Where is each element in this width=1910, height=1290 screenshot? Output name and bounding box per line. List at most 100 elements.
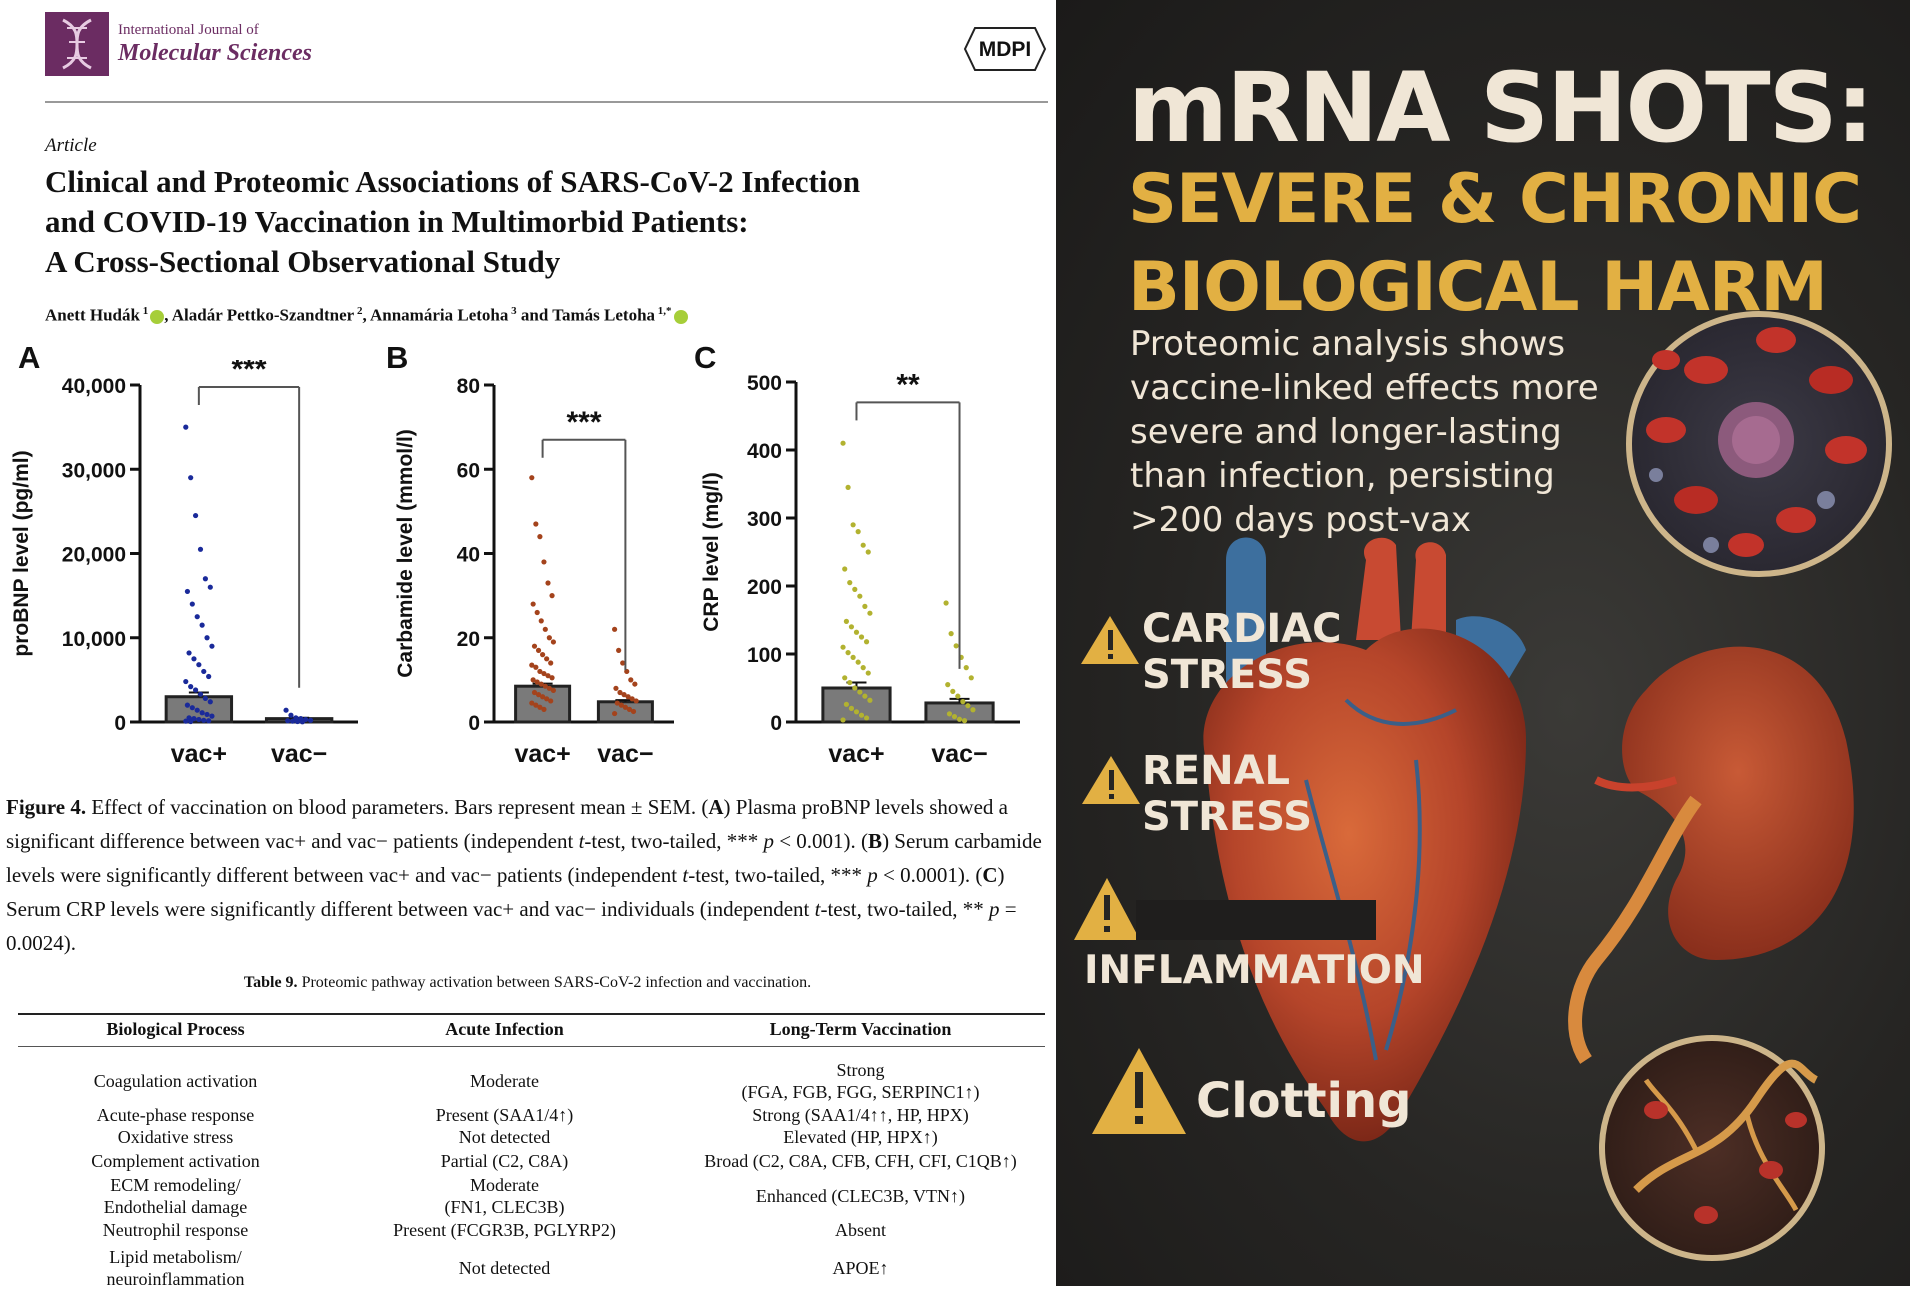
title-line: A Cross-Sectional Observational Study: [45, 244, 561, 279]
kidney-icon: [1568, 646, 1854, 1064]
data-point: [183, 718, 189, 724]
caption-text: Effect of vaccination on blood parameter…: [86, 795, 709, 819]
x-tick-label: vac−: [931, 740, 987, 768]
data-point: [629, 696, 635, 702]
table-caption-label: Table 9.: [243, 974, 298, 991]
data-point: [299, 719, 306, 725]
data-point: [199, 622, 205, 628]
poster-headline: mRNA SHOTS:: [1128, 52, 1874, 164]
data-point: [201, 668, 207, 675]
data-point: [184, 588, 191, 595]
data-point: [307, 717, 314, 723]
panel-label-b: B: [386, 340, 409, 375]
data-point: [541, 706, 547, 712]
data-point: [183, 678, 189, 685]
author-separator: and: [516, 305, 553, 325]
journal-logo: [45, 12, 109, 76]
data-point: [624, 668, 630, 675]
x-tick-label: vac+: [514, 740, 570, 768]
subheadline-line: SEVERE & CHRONIC: [1128, 160, 1862, 239]
y-tick-label: 0: [468, 712, 480, 735]
table-caption-text: Proteomic pathway activation between SAR…: [297, 974, 812, 991]
data-point: [540, 694, 546, 700]
data-point: [618, 702, 624, 708]
warning-icon: [1082, 756, 1140, 804]
data-point: [189, 705, 195, 711]
data-point: [632, 681, 638, 687]
y-tick-label: 40,000: [62, 375, 126, 398]
warning-label-inflammation: INFLAMMATION: [1084, 948, 1425, 993]
warning-icon: [1081, 616, 1139, 664]
significance-stars: ***: [231, 360, 266, 386]
author-name: Tamás Letoha: [552, 305, 656, 325]
paper-panel: International Journal of Molecular Scien…: [6, 12, 1051, 1289]
data-point: [535, 647, 542, 653]
table-header: Biological Process: [106, 1019, 245, 1039]
data-point: [956, 716, 963, 722]
table-cell: Present (SAA1/4↑): [435, 1105, 574, 1125]
bar: [514, 684, 572, 724]
y-tick-label: 400: [747, 440, 782, 463]
y-tick-label: 300: [747, 508, 782, 531]
data-point: [963, 665, 969, 671]
data-point: [189, 601, 195, 607]
figure-caption: Figure 4. Effect of vaccination on blood…: [6, 790, 1051, 960]
panel-label-c: C: [694, 340, 717, 375]
data-point: [188, 718, 194, 725]
caption-ref: C: [982, 863, 998, 887]
data-point: [537, 668, 543, 675]
figure-4-charts: 0 10,000 20,000 30,000 40,000 proBNP level (p…: [10, 360, 1020, 768]
y-tick-label: 0: [770, 712, 782, 735]
warning-line: STRESS: [1142, 652, 1313, 698]
data-point: [840, 440, 846, 446]
author-separator: ,: [164, 305, 172, 325]
data-point: [541, 670, 547, 677]
data-point: [186, 650, 192, 656]
data-point: [617, 689, 623, 696]
significance-stars: ***: [566, 406, 601, 439]
warning-line: STRESS: [1142, 794, 1313, 840]
data-point: [945, 682, 951, 688]
data-point: [548, 698, 554, 704]
orcid-icon[interactable]: [150, 309, 165, 324]
caption-italic: t: [682, 863, 689, 887]
data-point: [542, 626, 548, 632]
orcid-icon[interactable]: [673, 309, 688, 324]
data-point: [538, 618, 544, 624]
data-point: [625, 694, 631, 700]
caption-ref: A: [708, 795, 724, 819]
y-tick-label: 20,000: [62, 544, 126, 567]
data-point: [853, 629, 860, 635]
publisher-name: MDPI: [979, 38, 1032, 61]
data-point: [531, 643, 538, 649]
data-point: [848, 705, 855, 711]
data-point: [867, 697, 873, 703]
data-point: [858, 634, 865, 640]
warning-icon: [1074, 878, 1140, 940]
data-point: [184, 702, 191, 708]
data-point: [546, 685, 552, 691]
data-point: [207, 699, 213, 705]
data-point: [534, 609, 540, 616]
caption-text: ) Serum CRP levels were significantly di…: [6, 863, 1005, 921]
data-point: [542, 683, 548, 689]
caption-text: ) Plasma proBNP levels showed a signific…: [6, 795, 1008, 853]
data-point: [206, 673, 212, 680]
warning-label-clotting: Clotting: [1196, 1073, 1412, 1129]
warning-line: CARDIAC: [1142, 606, 1342, 652]
data-point: [970, 707, 976, 713]
caption-italic: p: [867, 863, 878, 887]
data-point: [294, 718, 301, 725]
data-point: [191, 656, 197, 662]
y-tick-label: 10,000: [62, 628, 126, 651]
table-cell: Moderate: [470, 1071, 539, 1091]
data-point: [285, 718, 291, 724]
data-point: [533, 521, 539, 527]
caption-label: Figure 4.: [6, 795, 87, 819]
data-point: [950, 688, 956, 694]
data-point: [867, 610, 873, 616]
data-point: [840, 644, 846, 650]
data-point: [545, 673, 551, 679]
data-point: [953, 643, 959, 649]
data-point: [188, 475, 194, 481]
